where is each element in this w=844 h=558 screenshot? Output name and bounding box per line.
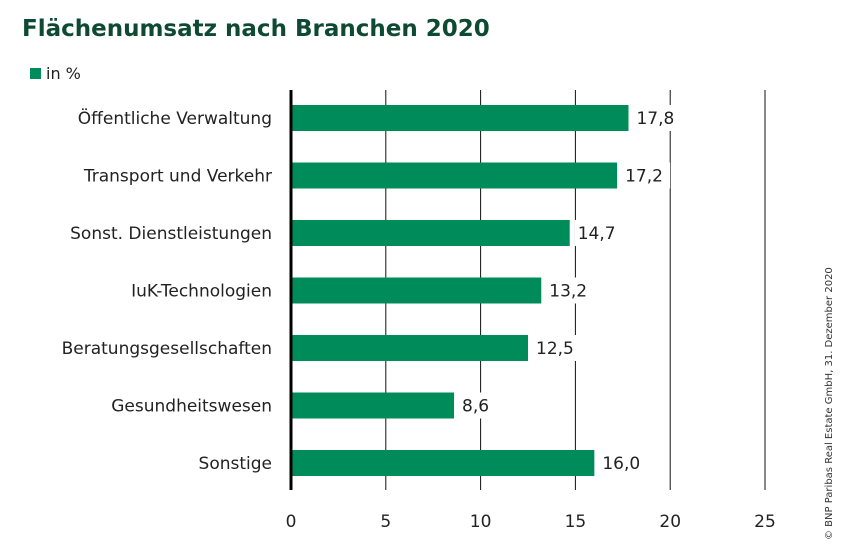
value-label-backdrop (533, 335, 581, 361)
bar (291, 392, 455, 419)
value-label-backdrop (599, 450, 648, 476)
bar (291, 220, 570, 246)
bar (291, 335, 528, 361)
value-label: 17,8 (636, 109, 674, 129)
x-tick-label: 10 (470, 512, 492, 532)
bar (291, 105, 629, 131)
value-label: 13,2 (549, 282, 587, 302)
category-label: Öffentliche Verwaltung (78, 107, 272, 129)
legend-swatch (30, 68, 41, 79)
category-label: Transport und Verkehr (83, 167, 272, 187)
value-label-backdrop (633, 105, 682, 131)
category-label: Beratungsgesellschaften (62, 339, 272, 359)
bar (291, 450, 595, 476)
value-label-backdrop (546, 277, 595, 304)
category-label: Gesundheitswesen (111, 397, 272, 417)
category-label: IuK-Technologien (131, 282, 272, 302)
legend: in % (30, 64, 81, 83)
value-labels: 17,8 17,2 14,7 13,2 12,5 8,6 16,0 (459, 105, 682, 476)
value-label-backdrop (459, 392, 498, 419)
value-label: 8,6 (462, 397, 489, 417)
value-label-backdrop (622, 162, 671, 189)
bar (291, 277, 542, 304)
source-note: © BNP Paribas Real Estate GmbH, 31. Deze… (824, 267, 835, 540)
bar (291, 162, 618, 189)
value-label: 17,2 (625, 167, 663, 187)
x-tick-label: 15 (565, 512, 587, 532)
x-tick-label: 20 (659, 512, 681, 532)
x-tick-label: 5 (380, 512, 391, 532)
category-label: Sonstige (199, 454, 272, 474)
legend-label: in % (46, 64, 81, 83)
x-tick-label: 0 (286, 512, 297, 532)
category-labels: Öffentliche Verwaltung Transport und Verk… (62, 107, 272, 474)
value-label-backdrop (574, 220, 623, 246)
bars (291, 105, 629, 476)
x-axis-ticks: 0 5 10 15 20 25 (286, 512, 776, 532)
value-label: 12,5 (536, 339, 574, 359)
x-tick-label: 25 (754, 512, 776, 532)
value-label: 16,0 (602, 454, 640, 474)
category-label: Sonst. Dienstleistungen (70, 224, 272, 244)
chart-title: Flächenumsatz nach Branchen 2020 (22, 16, 490, 42)
value-label: 14,7 (578, 224, 616, 244)
